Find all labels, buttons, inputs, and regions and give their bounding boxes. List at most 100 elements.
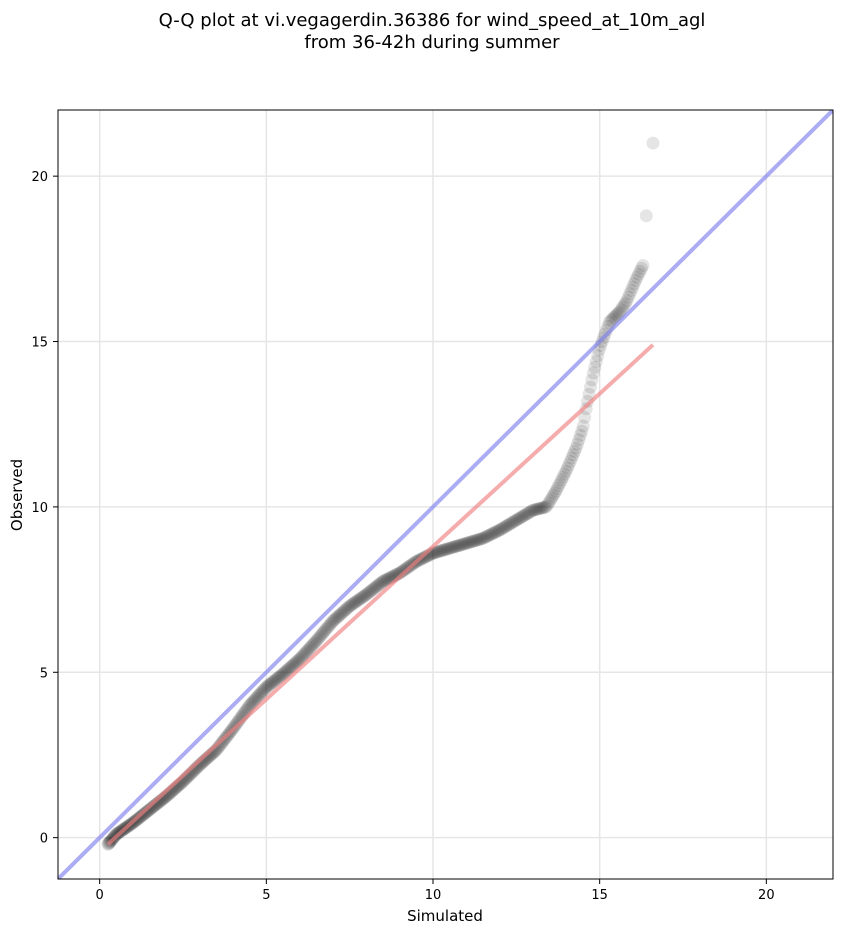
qq-point: [569, 441, 583, 455]
qq-point: [602, 315, 616, 329]
qq-point: [539, 500, 553, 514]
qq-point: [582, 387, 596, 401]
y-tick-label: 10: [31, 501, 48, 516]
qq-point: [215, 736, 229, 750]
qq-point: [503, 517, 517, 531]
qq-point: [347, 596, 361, 610]
y-axis-label: Observed: [8, 459, 26, 531]
qq-point: [322, 619, 336, 633]
qq-point: [583, 380, 597, 394]
qq-point: [454, 538, 468, 552]
qq-point: [359, 588, 373, 602]
qq-point: [611, 306, 625, 320]
qq-point: [550, 481, 564, 495]
qq-point: [563, 454, 577, 468]
qq-point: [365, 583, 379, 597]
qq-outlier-point: [639, 209, 653, 223]
x-tick-label: 0: [96, 888, 104, 903]
qq-point: [280, 663, 294, 677]
qq-point: [626, 280, 640, 294]
y-tick-label: 20: [31, 170, 48, 185]
qq-point: [323, 618, 337, 632]
qq-point: [624, 283, 638, 297]
qq-point: [517, 508, 531, 522]
qq-point: [578, 410, 592, 424]
qq-point: [270, 672, 284, 686]
qq-point: [263, 678, 277, 692]
qq-point: [463, 535, 477, 549]
y-tick-label: 0: [40, 832, 48, 847]
qq-point: [287, 657, 301, 671]
qq-point: [500, 518, 514, 532]
qq-point: [273, 670, 287, 684]
qq-point: [340, 601, 354, 615]
qq-point: [377, 574, 391, 588]
qq-point: [618, 296, 632, 310]
qq-point: [319, 622, 333, 636]
qq-point: [547, 486, 561, 500]
qq-point: [331, 610, 345, 624]
qq-point: [289, 655, 303, 669]
qq-point: [509, 513, 523, 527]
qq-point: [316, 625, 330, 639]
qq-point: [344, 598, 358, 612]
qq-point: [277, 666, 291, 680]
fit-line: [106, 343, 655, 846]
qq-point: [446, 540, 460, 554]
qq-point: [315, 627, 329, 641]
qq-point: [576, 419, 590, 433]
qq-point: [294, 650, 308, 664]
y-tick-label: 5: [40, 666, 48, 681]
qq-point: [633, 264, 647, 278]
qq-point: [516, 509, 530, 523]
qq-point: [604, 314, 618, 328]
qq-point: [589, 355, 603, 369]
qq-point: [436, 543, 450, 557]
qq-point: [279, 664, 293, 678]
chart-title-line-2: from 36-42h during summer: [304, 32, 560, 53]
qq-point: [525, 504, 539, 518]
qq-point: [140, 805, 154, 819]
qq-point: [472, 532, 486, 546]
qq-point: [380, 572, 394, 586]
qq-point: [313, 630, 327, 644]
qq-point: [481, 529, 495, 543]
qq-point: [373, 576, 387, 590]
qq-point: [508, 514, 522, 528]
qq-point: [632, 267, 646, 281]
qq-point: [485, 527, 499, 541]
qq-point: [451, 539, 465, 553]
qq-point: [334, 607, 348, 621]
qq-point: [371, 578, 385, 592]
qq-point: [442, 542, 456, 556]
qq-point: [496, 521, 510, 535]
qq-point: [610, 308, 624, 322]
qq-point: [605, 312, 619, 326]
qq-point: [636, 258, 650, 272]
qq-point: [439, 542, 453, 556]
qq-point: [375, 575, 389, 589]
qq-point: [553, 476, 567, 490]
qq-point: [327, 613, 341, 627]
qq-point: [258, 682, 272, 696]
qq-point: [620, 294, 634, 308]
qq-point: [309, 635, 323, 649]
qq-point: [479, 530, 493, 544]
qq-point: [320, 621, 334, 635]
qq-point: [311, 632, 325, 646]
qq-point: [536, 501, 550, 515]
qq-point: [243, 698, 257, 712]
qq-point: [253, 687, 267, 701]
qq-point: [343, 599, 357, 613]
qq-point: [301, 643, 315, 657]
qq-point: [635, 261, 649, 275]
qq-point: [535, 501, 549, 515]
qq-point: [395, 564, 409, 578]
qq-point: [307, 636, 321, 650]
qq-point: [246, 694, 260, 708]
qq-point: [520, 507, 534, 521]
qq-point: [471, 533, 485, 547]
qq-point: [499, 519, 513, 533]
qq-point: [522, 506, 536, 520]
